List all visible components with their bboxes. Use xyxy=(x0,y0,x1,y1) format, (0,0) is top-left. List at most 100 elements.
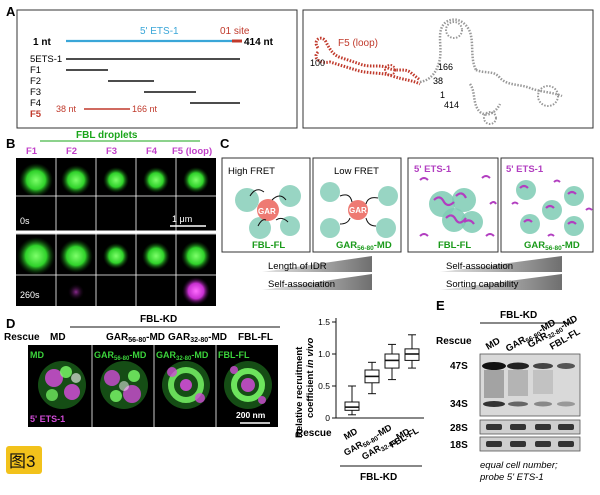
c-box-low-fret xyxy=(312,157,402,253)
grey-helix-bottom xyxy=(468,83,502,116)
ets-label: 5' ETS-1 xyxy=(140,26,179,37)
d-col-2: GAR56-80-MD xyxy=(106,332,165,344)
wedge-right-1 xyxy=(440,256,562,272)
wedge-right-label-1: Self-association xyxy=(446,261,513,272)
band-47s-lane2 xyxy=(507,362,529,370)
time-label-260s: 260s xyxy=(20,290,40,300)
fragment-label-f2: F2 xyxy=(30,76,41,87)
c-box-1-title: High FRET xyxy=(228,166,275,177)
panel-e: E FBL-KD Rescue MD GAR56-80-MD GAR32-80-… xyxy=(436,298,582,483)
droplet-magenta-260s-f5 xyxy=(182,277,210,305)
droplets-title: FBL droplets xyxy=(76,130,138,141)
c-box-3-bottom: FBL-FL xyxy=(438,240,471,251)
band-18s-lane2 xyxy=(510,441,526,447)
band-28s-lane3 xyxy=(535,424,551,430)
band-label-34s: 34S xyxy=(450,399,468,410)
d-green-label-2: GAR56-80-MD xyxy=(94,350,147,362)
band-34s-lane4 xyxy=(557,401,575,407)
band-label-28s: 28S xyxy=(450,423,468,434)
boxplot-ytick-label-0: 0 xyxy=(325,413,330,423)
d-micrographs xyxy=(28,345,278,427)
c-box-high-fret xyxy=(221,157,311,253)
droplet-green-260s-f1 xyxy=(17,237,55,275)
droplet-green-0s-f2 xyxy=(61,165,91,195)
band-28s-lane1 xyxy=(486,424,502,430)
wedge-left-1 xyxy=(262,256,372,272)
panel-c-label: C xyxy=(220,136,230,151)
band-28s-lane2 xyxy=(510,424,526,430)
e-lane-1: MD xyxy=(484,336,502,353)
boxplot-box-1 xyxy=(344,385,360,416)
band-34s-lane3 xyxy=(534,401,552,407)
droplet-col-f3: F3 xyxy=(106,146,117,157)
boxplot: Relative recruitment coefficient in vivo… xyxy=(294,317,424,483)
c-box-1-gar: GAR xyxy=(258,207,276,216)
c-box-ets-gar xyxy=(500,157,594,253)
c-box-4-bottom: GAR56-80-MD xyxy=(524,240,580,252)
band-47s-lane1 xyxy=(482,362,506,370)
end-nt-label: 414 nt xyxy=(244,37,274,48)
grey-helix-right xyxy=(475,68,563,98)
d-green-label-4: FBL-FL xyxy=(218,350,250,360)
loop-label: F5 (loop) xyxy=(338,38,378,49)
scale-label-d: 200 nm xyxy=(236,410,266,420)
c-box-2-bottom: GAR56-80-MD xyxy=(336,240,392,252)
northern-blot xyxy=(479,353,581,452)
droplet-green-260s-f4 xyxy=(142,242,170,270)
droplet-col-f5: F5 (loop) xyxy=(172,146,212,157)
wedge-left-2 xyxy=(262,274,372,290)
wedge-right-2 xyxy=(440,274,562,290)
d-magenta-label: 5' ETS-1 xyxy=(30,414,65,424)
c-box-2-gar: GAR xyxy=(349,206,367,215)
loop-red-strand-2 xyxy=(314,50,421,86)
panel-b-label: B xyxy=(6,136,15,151)
panel-b: B FBL droplets F1 F2 F3 F4 F5 (loop) xyxy=(6,130,216,306)
panel-c: C High FRET GAR FBL-FL Low FRET GAR GAR5… xyxy=(220,136,594,290)
band-47s-lane4 xyxy=(557,363,575,369)
figure-tag-bg xyxy=(6,446,42,474)
boxplot-box-3 xyxy=(384,343,400,381)
d-col-1: MD xyxy=(50,332,66,343)
c-box-ets-fl xyxy=(407,157,499,253)
grey-loop-top xyxy=(445,21,463,39)
struct-label-100: 100 xyxy=(310,58,325,68)
band-47s-lane3 xyxy=(533,363,553,369)
droplet-green-0s-f5 xyxy=(183,167,209,193)
droplet-col-f1: F1 xyxy=(26,146,38,157)
band-18s-lane4 xyxy=(558,441,574,447)
boxplot-ylabel-2: coefficient in vivo xyxy=(305,338,316,418)
smear-lane2 xyxy=(508,370,528,396)
wedge-left-label-2: Self-association xyxy=(268,279,335,290)
c-box-2-title: Low FRET xyxy=(334,166,379,177)
d-col-4: FBL-FL xyxy=(238,332,273,343)
droplet-green-260s-f5 xyxy=(181,241,211,271)
d-col-3: GAR32-80-MD xyxy=(168,332,227,344)
smear-lane3 xyxy=(533,370,553,394)
struct-label-1: 1 xyxy=(440,90,445,100)
blot-28s xyxy=(479,419,581,435)
rna-structure xyxy=(314,18,563,125)
droplet-col-f4: F4 xyxy=(146,146,158,157)
start-nt-label: 1 nt xyxy=(33,37,51,48)
d-green-label-3: GAR32-80-MD xyxy=(156,350,209,362)
band-label-47s: 47S xyxy=(450,361,468,372)
f5-end-label: 166 nt xyxy=(132,104,158,114)
fragment-label-ets: 5ETS-1 xyxy=(30,54,62,65)
band-28s-lane4 xyxy=(558,424,574,430)
boxplot-ticks: 0 0.5 1.0 1.5 xyxy=(318,317,336,423)
wedge-right-label-2: Sorting capability xyxy=(446,279,519,290)
boxplot-boxes xyxy=(344,334,420,416)
panel-d-rescue: Rescue xyxy=(4,332,40,343)
droplet-green-260s-f2 xyxy=(59,239,93,273)
panel-a-label: A xyxy=(6,4,16,19)
droplet-magenta-260s-f2 xyxy=(68,284,84,300)
loop-red-bulge xyxy=(384,64,396,76)
panel-e-header: FBL-KD xyxy=(500,310,537,321)
boxplot-ytick-label-3: 1.5 xyxy=(318,317,330,327)
struct-label-414: 414 xyxy=(444,100,459,110)
e-caption-1: equal cell number; xyxy=(480,460,558,471)
e-caption-2: probe 5' ETS-1 xyxy=(479,472,544,483)
blot-18s xyxy=(479,436,581,452)
panel-a: A 1 nt 5' ETS-1 01 site 414 nt 5ETS-1 F1… xyxy=(6,4,594,129)
